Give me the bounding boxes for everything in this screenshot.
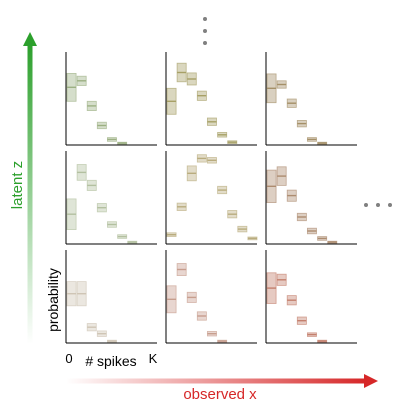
observed-x-label: observed x bbox=[183, 386, 257, 403]
tick-zero-label: 0 bbox=[65, 351, 72, 366]
panel-r1-c2 bbox=[265, 151, 357, 245]
probability-label: probability bbox=[45, 268, 61, 332]
latent-z-axis-arrow bbox=[23, 32, 37, 344]
panel-r1-c1 bbox=[165, 151, 258, 245]
vertical-ellipsis bbox=[203, 17, 207, 45]
panel-r0-c2 bbox=[265, 52, 357, 146]
panel-r2-c2 bbox=[265, 250, 357, 344]
spikes-label: # spikes bbox=[85, 353, 136, 369]
panel-r0-c0 bbox=[65, 52, 157, 146]
tick-k-label: K bbox=[149, 351, 158, 366]
panel-r0-c1 bbox=[165, 52, 257, 146]
panel-grid bbox=[65, 52, 357, 344]
observed-x-arrow-shaft bbox=[66, 378, 366, 384]
latent-z-arrow-shaft bbox=[27, 44, 33, 344]
observed-x-arrow-head bbox=[364, 374, 378, 388]
horizontal-ellipsis bbox=[364, 203, 392, 207]
latent-z-label: latent z bbox=[9, 161, 26, 209]
latent-z-arrow-head bbox=[23, 32, 37, 46]
observed-x-axis-arrow bbox=[66, 374, 378, 388]
panel-r2-c1 bbox=[165, 250, 257, 344]
panel-r2-c0 bbox=[65, 250, 157, 344]
panel-r1-c0 bbox=[65, 151, 157, 245]
